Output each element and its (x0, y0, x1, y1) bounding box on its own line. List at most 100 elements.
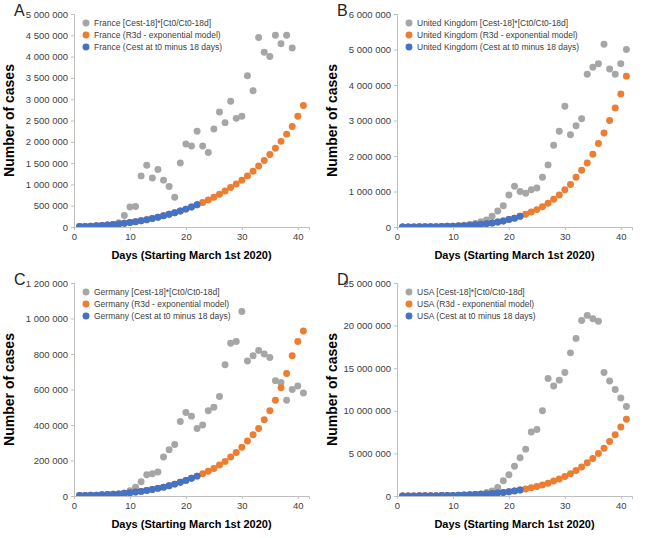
y-axis: 01 000 0002 000 0003 000 0004 000 0005 0… (349, 9, 398, 233)
tick: 2 000 000 (26, 136, 74, 147)
point (188, 413, 195, 420)
tick: 30 (237, 496, 248, 511)
point (545, 161, 552, 168)
series (399, 487, 523, 496)
point (227, 453, 234, 460)
point (601, 445, 608, 452)
tick-label: 1 500 000 (26, 158, 68, 169)
tick-label: 2 000 000 (26, 136, 68, 147)
tick: 2 500 000 (26, 115, 74, 126)
point (517, 487, 524, 494)
tick: 1 500 000 (26, 158, 74, 169)
tick-mark (71, 99, 74, 100)
point (500, 202, 507, 209)
point (606, 66, 613, 73)
point (289, 45, 296, 52)
point (272, 397, 279, 404)
legend-marker (83, 289, 90, 296)
point (238, 308, 245, 315)
axis-line (75, 497, 310, 500)
point (584, 459, 591, 466)
tick: 3 500 000 (26, 72, 74, 83)
tick: 10 000 000 (343, 405, 397, 416)
point (589, 151, 596, 158)
point (300, 390, 307, 397)
point (550, 142, 557, 149)
tick: 3 000 000 (349, 115, 397, 126)
point (244, 72, 251, 79)
point (238, 113, 245, 120)
point (595, 318, 602, 325)
tick: 10 (448, 496, 459, 511)
point (289, 352, 296, 359)
point (272, 145, 279, 152)
tick-label: 0 (395, 231, 400, 242)
point (505, 192, 512, 199)
tick-mark (394, 496, 397, 497)
tick-label: 30 (560, 500, 571, 511)
point (255, 34, 262, 41)
tick-label: 3 000 000 (26, 94, 68, 105)
y-axis-title: Number of cases (324, 64, 340, 177)
point (261, 49, 268, 56)
point (244, 437, 251, 444)
point (272, 32, 279, 39)
tick-label: 40 (293, 500, 304, 511)
tick: 400 000 (34, 420, 74, 431)
series (76, 308, 307, 496)
point (617, 60, 624, 67)
point (539, 174, 546, 181)
tick-mark (74, 496, 75, 499)
tick: 20 (181, 496, 192, 511)
tick-label: 400 000 (34, 420, 68, 431)
tick: 10 (448, 227, 459, 242)
point (154, 469, 161, 476)
point (294, 382, 301, 389)
legend-marker (406, 20, 413, 27)
point (283, 32, 290, 39)
point (517, 487, 524, 494)
point (266, 151, 273, 158)
point (222, 119, 229, 126)
tick-mark (621, 496, 622, 499)
tick: 4 000 000 (349, 80, 397, 91)
point (573, 174, 580, 181)
point (612, 386, 619, 393)
point (623, 416, 630, 423)
series (399, 213, 523, 227)
legend-label: Germany (R3d - exponential model) (94, 299, 229, 309)
point (283, 397, 290, 404)
tick-mark (71, 461, 74, 462)
point (601, 41, 608, 48)
axis-line (394, 284, 398, 497)
point (617, 90, 624, 97)
tick: 0 (395, 496, 400, 511)
tick-mark (394, 453, 397, 454)
point (210, 404, 217, 411)
tick-label: 20 (504, 500, 515, 511)
tick-label: 30 (237, 231, 248, 242)
point (233, 338, 240, 345)
legend-marker (406, 289, 413, 296)
tick-label: 4 500 000 (26, 30, 68, 41)
tick: 6 000 000 (349, 9, 397, 20)
tick-label: 0 (72, 500, 77, 511)
point (177, 160, 184, 167)
point (595, 140, 602, 147)
tick: 40 (616, 496, 627, 511)
point (606, 438, 613, 445)
series (76, 327, 307, 496)
point (188, 143, 195, 150)
point (138, 172, 145, 179)
x-axis: 0 10 20 30 40 (395, 496, 633, 511)
point (283, 131, 290, 138)
point (567, 131, 574, 138)
point (589, 455, 596, 462)
tick-mark (242, 496, 243, 499)
tick: 5 000 000 (26, 9, 74, 20)
point (222, 458, 229, 465)
series (399, 73, 630, 227)
point (194, 201, 201, 208)
point (623, 73, 630, 80)
point (539, 407, 546, 414)
